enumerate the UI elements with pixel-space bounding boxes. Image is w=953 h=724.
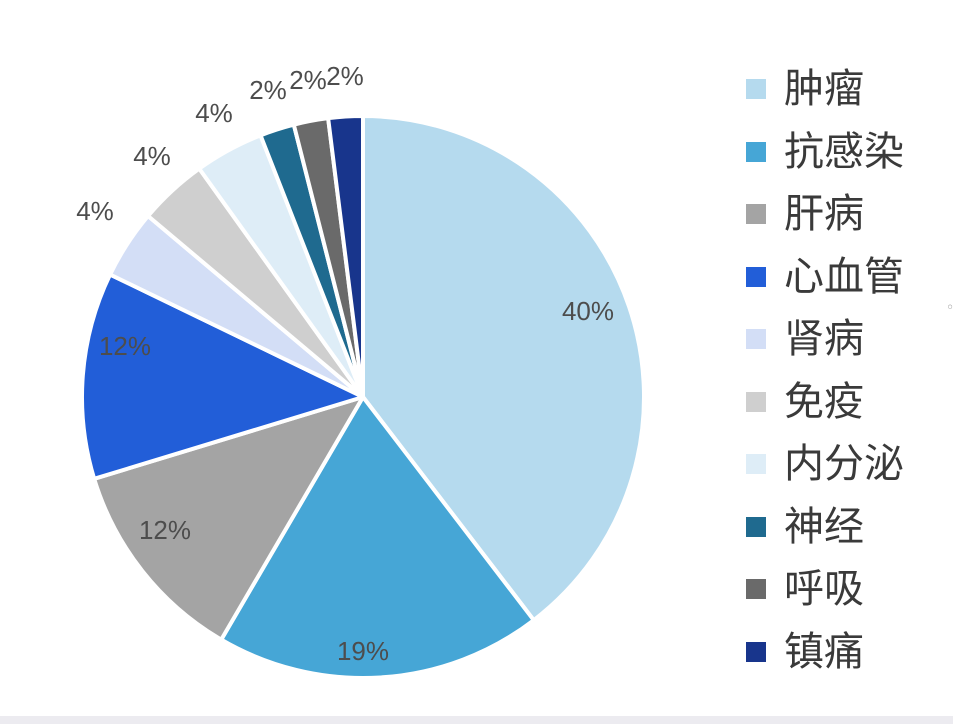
legend-item-respiratory: 呼吸 bbox=[746, 558, 946, 621]
data-label-9: 2% bbox=[289, 65, 327, 95]
legend-item-analgesic: 镇痛 bbox=[746, 621, 946, 684]
legend-swatch bbox=[746, 641, 766, 662]
data-label-2: 19% bbox=[337, 636, 389, 666]
legend-label: 抗感染 bbox=[784, 128, 904, 175]
data-label-4: 12% bbox=[99, 331, 151, 361]
pie-slice-3 bbox=[92, 395, 365, 642]
legend-swatch bbox=[746, 141, 766, 162]
legend-label: 内分泌 bbox=[784, 441, 904, 488]
data-label-1: 40% bbox=[562, 296, 614, 326]
bottom-divider bbox=[0, 716, 953, 724]
data-label-6: 4% bbox=[133, 141, 171, 171]
data-label-8: 2% bbox=[249, 75, 287, 105]
legend-label: 免疫 bbox=[784, 378, 864, 425]
legend-item-anti-infection: 抗感染 bbox=[746, 121, 946, 184]
legend-swatch bbox=[746, 79, 766, 100]
legend-swatch bbox=[746, 266, 766, 287]
legend-item-neuro: 神经 bbox=[746, 496, 946, 559]
legend-label: 肝病 bbox=[784, 191, 864, 238]
legend-item-tumor: 肿瘤 bbox=[746, 58, 946, 121]
legend-item-kidney: 肾病 bbox=[746, 308, 946, 371]
legend-swatch bbox=[746, 329, 766, 350]
legend-label: 肿瘤 bbox=[784, 66, 864, 113]
pie-slice-1 bbox=[361, 114, 646, 623]
legend-item-immune: 免疫 bbox=[746, 371, 946, 434]
legend: 肿瘤 抗感染 肝病 心血管 肾病 免疫 内分泌 神经 bbox=[746, 58, 946, 683]
data-label-7: 4% bbox=[195, 98, 233, 128]
legend-label: 肾病 bbox=[784, 316, 864, 363]
legend-swatch bbox=[746, 204, 766, 225]
pie-slice-2 bbox=[219, 395, 536, 680]
legend-label: 镇痛 bbox=[784, 628, 864, 675]
legend-swatch bbox=[746, 391, 766, 412]
data-label-5: 4% bbox=[76, 196, 114, 226]
legend-label: 神经 bbox=[784, 503, 864, 550]
legend-swatch bbox=[746, 516, 766, 537]
data-label-10: 2% bbox=[326, 61, 364, 91]
legend-swatch bbox=[746, 579, 766, 600]
legend-item-liver: 肝病 bbox=[746, 183, 946, 246]
pie-slice-10 bbox=[326, 114, 365, 399]
data-label-3: 12% bbox=[139, 515, 191, 545]
legend-label: 心血管 bbox=[784, 253, 904, 300]
legend-label: 呼吸 bbox=[784, 566, 864, 613]
pie-slice-4 bbox=[80, 272, 365, 481]
edge-marker: ◦ bbox=[946, 300, 953, 316]
legend-item-cardiovascular: 心血管 bbox=[746, 246, 946, 309]
legend-swatch bbox=[746, 454, 766, 475]
legend-item-endocrine: 内分泌 bbox=[746, 433, 946, 496]
